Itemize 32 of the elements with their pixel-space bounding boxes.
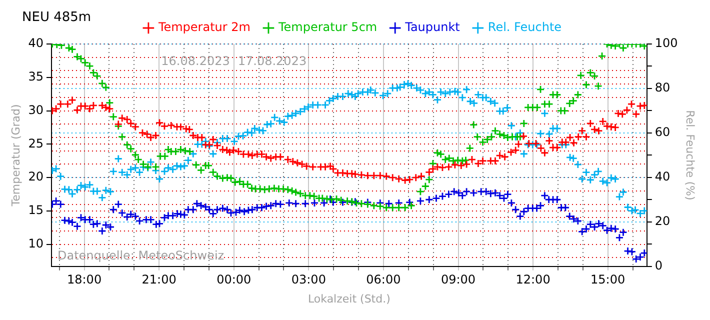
y-tick-label: 15 — [28, 203, 44, 218]
x-tick-label: 21:00 — [142, 272, 176, 287]
legend-label: Taupunkt — [404, 20, 460, 34]
y-axis-title: Temperatur (Grad) — [9, 104, 22, 208]
y2-tick-label: 20 — [654, 214, 670, 228]
annotation: 17.08.2023 — [238, 54, 307, 68]
x-tick-label: 12:00 — [516, 272, 550, 287]
x-tick-label: 09:00 — [440, 272, 476, 287]
y2-tick-label: 60 — [654, 125, 670, 140]
x-axis-title: Lokalzeit (Std.) — [308, 292, 390, 306]
annotation: 16.08.2023 — [161, 54, 230, 68]
y-tick-label: 25 — [28, 136, 44, 150]
y-tick-label: 30 — [28, 102, 44, 117]
y-tick-label: 35 — [28, 70, 44, 84]
annotation: Datenquelle: MeteoSchweiz — [57, 248, 224, 263]
y2-tick-label: 100 — [654, 36, 678, 50]
x-tick-label: 00:00 — [216, 272, 252, 287]
chart-title: NEU 485m — [22, 10, 92, 25]
x-tick-label: 03:00 — [291, 272, 326, 287]
x-tick-label: 18:00 — [67, 272, 102, 287]
legend-label: Temperatur 2m — [157, 20, 250, 34]
y2-axis-title: Rel. Feuchte (%) — [684, 110, 697, 200]
y-tick-label: 20 — [28, 170, 44, 184]
x-tick-label: 06:00 — [366, 272, 401, 287]
y-tick-label: 10 — [28, 236, 44, 250]
legend-label: Temperatur 5cm — [277, 20, 378, 34]
y2-tick-label: 0 — [654, 258, 663, 273]
y2-tick-label: 80 — [654, 80, 670, 95]
y2-tick-label: 40 — [654, 170, 670, 184]
y-tick-label: 40 — [28, 36, 44, 50]
x-tick-label: 15:00 — [590, 272, 626, 287]
legend-label: Rel. Feuchte — [488, 20, 562, 34]
